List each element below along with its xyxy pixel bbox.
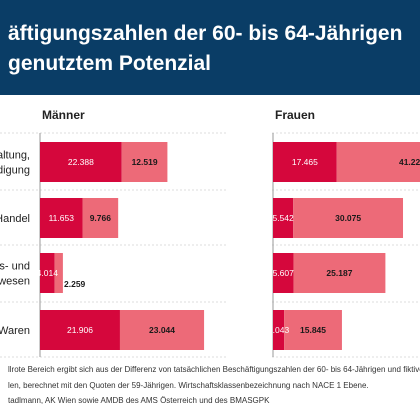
data-label-potential: 25.187	[326, 268, 352, 278]
category-label: on Waren	[0, 325, 30, 337]
data-label-actual: 22.388	[68, 157, 94, 167]
data-label-potential: 12.519	[132, 157, 158, 167]
data-label-potential: 23.044	[149, 325, 175, 335]
data-label-potential: 15.845	[300, 325, 326, 335]
bar-actual	[273, 310, 285, 350]
bar-potential	[121, 142, 168, 182]
category-label: Handel	[0, 213, 30, 225]
panel-title: Frauen	[275, 108, 315, 122]
header-banner: äftigungszahlen der 60- bis 64-Jährigen …	[0, 0, 420, 95]
category-label: alwesen	[0, 276, 30, 288]
data-label-actual: 5.607	[273, 268, 295, 278]
bar-actual	[273, 198, 294, 238]
data-label-potential: 9.766	[90, 213, 112, 223]
bar-potential	[82, 198, 119, 238]
bar-actual	[40, 253, 55, 293]
data-label-actual: 3.043	[268, 325, 290, 335]
footnote-line-1: llrote Bereich ergibt sich aus der Diffe…	[8, 365, 420, 374]
data-label-potential: 41.224	[399, 157, 420, 167]
bar-actual	[40, 310, 120, 350]
bar-potential	[293, 198, 404, 238]
footnote-line-2: len, berechnet mit den Quoten der 59-Jäh…	[8, 381, 369, 390]
bar-actual	[40, 142, 122, 182]
bar-actual	[273, 142, 337, 182]
chart-title-line-2: genutztem Potenzial	[8, 52, 212, 75]
bar-potential	[119, 310, 205, 350]
category-label: eits- und	[0, 261, 30, 273]
data-label-actual: 17.465	[292, 157, 318, 167]
data-label-potential: 2.259	[64, 279, 86, 289]
data-label-potential: 30.075	[335, 213, 361, 223]
data-label-actual: 11.653	[49, 213, 75, 223]
panel-title: Männer	[42, 108, 85, 122]
data-label-actual: 5.542	[272, 213, 294, 223]
bar-potential	[54, 253, 63, 293]
bar-potential	[284, 310, 342, 350]
category-label: eidigung	[0, 165, 30, 177]
data-label-actual: 4.014	[37, 268, 59, 278]
bar-potential	[293, 253, 386, 293]
source-line: tadlmann, AK Wien sowie AMDB des AMS Öst…	[8, 396, 270, 405]
bar-actual	[40, 198, 83, 238]
category-label: waltung,	[0, 150, 30, 162]
bar-potential	[336, 142, 420, 182]
chart-title-line-1: äftigungszahlen der 60- bis 64-Jährigen	[8, 22, 403, 45]
bar-actual	[273, 253, 294, 293]
data-label-actual: 21.906	[67, 325, 93, 335]
chart-area: waltung, eidigung Handel eits- und alwesen on…	[0, 108, 420, 358]
